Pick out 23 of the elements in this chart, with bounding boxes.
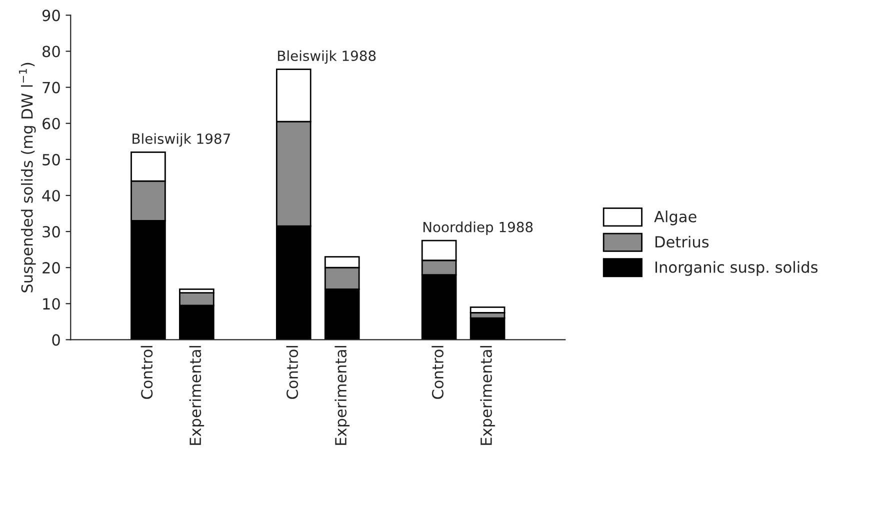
y-tick-label: 60 [42, 118, 60, 130]
x-tick-label: Control [432, 346, 444, 399]
legend-label: Detrius [656, 236, 709, 248]
x-tick-label: Experimental [189, 346, 204, 445]
x-tick-label: Control [140, 346, 153, 399]
y-tick-label: 0 [52, 334, 60, 346]
x-tick-label: Control [286, 346, 298, 399]
y-tick-label: 80 [42, 46, 60, 58]
y-tick-label: 90 [42, 10, 60, 22]
y-tick-label: 10 [43, 298, 60, 310]
annotation: Bleiswijk 1987 [132, 133, 230, 147]
y-tick-label: 20 [42, 262, 60, 274]
y-tick-label: 70 [42, 82, 60, 94]
x-tick-label: Experimental [480, 346, 495, 445]
y-tick-label: 40 [42, 190, 60, 202]
legend-label: Inorganic susp. solids [656, 261, 818, 276]
legend-label: Algae [654, 210, 696, 226]
x-tick-label: Experimental [334, 346, 350, 445]
y-axis-title: Suspended solids (mg DW l$^{−1}$) [18, 62, 36, 292]
y-tick-label: 30 [42, 226, 60, 238]
annotation: Noorddiep 1988 [423, 222, 533, 235]
annotation: Bleiswijk 1988 [278, 50, 376, 64]
y-tick-label: 50 [42, 154, 60, 166]
